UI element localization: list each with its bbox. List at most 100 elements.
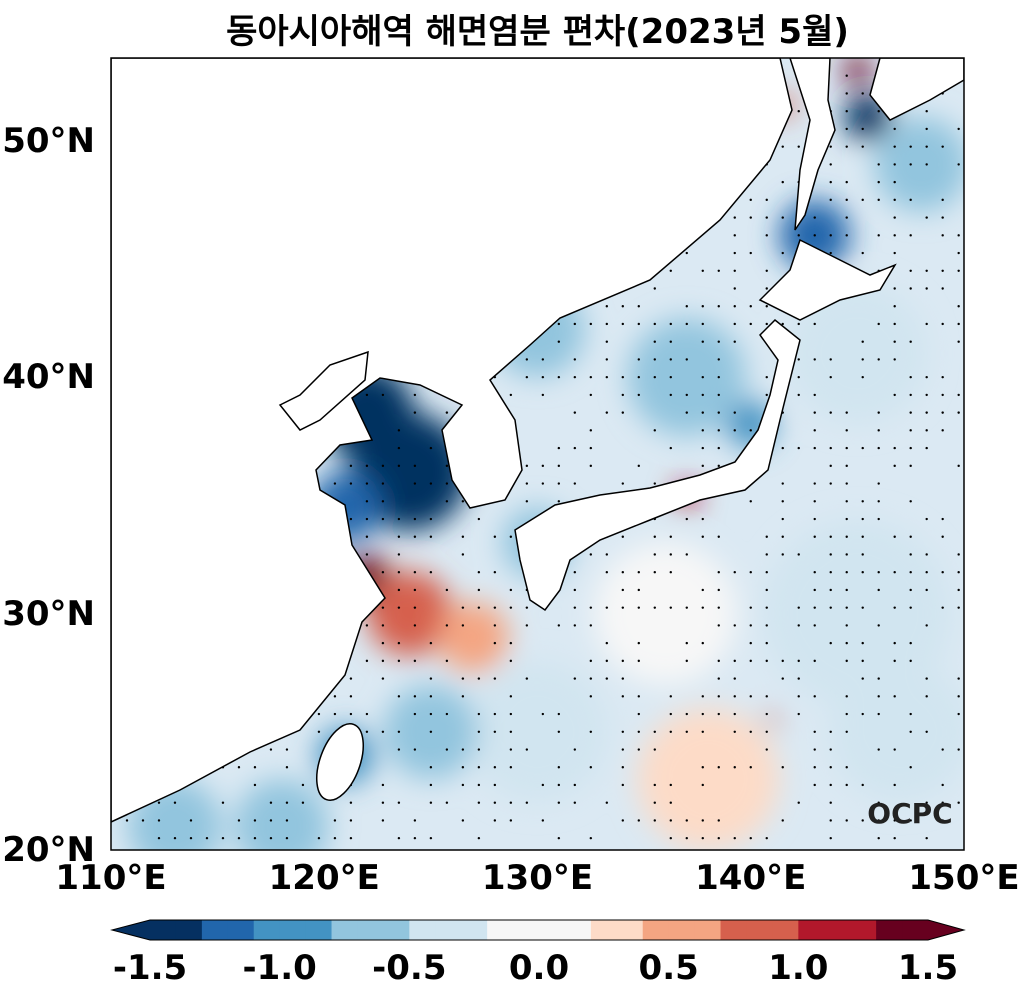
significance-dot xyxy=(253,766,257,769)
significance-dot xyxy=(477,677,481,680)
significance-dot xyxy=(509,535,513,538)
significance-dot xyxy=(653,819,656,822)
significance-dot xyxy=(653,322,656,326)
significance-dot xyxy=(941,571,944,574)
significance-dot xyxy=(813,393,816,397)
significance-dot xyxy=(365,464,369,468)
significance-dot xyxy=(861,571,864,574)
significance-dot xyxy=(397,801,401,804)
lat-tick-label: 30°N xyxy=(2,593,95,634)
significance-dot xyxy=(861,517,864,521)
anomaly-patch xyxy=(466,660,609,803)
significance-dot xyxy=(925,677,928,680)
significance-dot xyxy=(477,571,481,574)
significance-dot xyxy=(717,393,720,397)
colorbar-segment xyxy=(798,920,825,940)
significance-dot xyxy=(941,145,944,148)
significance-dot xyxy=(941,517,944,521)
significance-dot xyxy=(381,606,385,609)
significance-dot xyxy=(621,606,624,609)
significance-dot xyxy=(893,695,896,698)
significance-dot xyxy=(397,836,401,840)
significance-dot xyxy=(893,340,896,343)
significance-dot xyxy=(909,606,912,609)
significance-dot xyxy=(893,180,896,184)
significance-dot xyxy=(605,553,609,556)
significance-dot xyxy=(781,216,784,219)
significance-dot xyxy=(573,446,577,450)
significance-dot xyxy=(765,641,768,645)
significance-dot xyxy=(653,748,656,751)
significance-dot xyxy=(669,819,672,822)
significance-dot xyxy=(829,180,832,184)
significance-dot xyxy=(957,748,960,751)
significance-dot xyxy=(397,659,401,663)
significance-dot xyxy=(701,322,704,326)
significance-dot xyxy=(733,624,736,627)
colorbar-segment xyxy=(668,920,696,940)
significance-dot xyxy=(701,606,704,609)
significance-dot xyxy=(909,500,912,503)
significance-dot xyxy=(397,571,401,574)
significance-dot xyxy=(637,375,640,379)
significance-dot xyxy=(829,446,832,450)
colorbar-segment xyxy=(902,920,929,940)
significance-dot xyxy=(493,766,497,769)
significance-dot xyxy=(541,393,545,397)
significance-dot xyxy=(829,836,832,840)
significance-dot xyxy=(749,766,752,769)
significance-dot xyxy=(717,340,720,343)
significance-dot xyxy=(861,340,864,343)
significance-dot xyxy=(765,712,768,716)
significance-dot xyxy=(445,588,449,592)
significance-dot xyxy=(589,730,593,733)
significance-dot xyxy=(733,340,736,343)
significance-dot xyxy=(589,446,593,450)
significance-dot xyxy=(381,677,385,680)
colorbar-tick-label: -0.5 xyxy=(372,948,447,988)
lon-tick-label: 150°E xyxy=(908,858,1020,898)
significance-dot xyxy=(701,730,704,733)
significance-dot xyxy=(925,269,928,272)
significance-dot xyxy=(829,145,832,148)
significance-dot xyxy=(765,553,768,556)
significance-dot xyxy=(829,358,832,361)
significance-dot xyxy=(349,517,353,521)
colorbar-segment xyxy=(590,920,618,940)
significance-dot xyxy=(765,695,768,698)
significance-dot xyxy=(429,482,433,485)
significance-dot xyxy=(893,464,896,468)
significance-dot xyxy=(349,464,353,468)
significance-dot xyxy=(845,517,848,521)
anomaly-patch xyxy=(764,712,780,728)
significance-dot xyxy=(941,783,944,787)
significance-dot xyxy=(349,482,353,485)
significance-dot xyxy=(925,393,928,397)
significance-dot xyxy=(685,836,688,840)
significance-dot xyxy=(893,393,896,397)
significance-dot xyxy=(957,340,960,343)
anomaly-patch xyxy=(843,58,872,84)
significance-dot xyxy=(621,588,624,592)
significance-dot xyxy=(541,482,545,485)
significance-dot xyxy=(957,127,960,131)
significance-dot xyxy=(493,819,497,822)
significance-dot xyxy=(669,836,672,840)
significance-dot xyxy=(157,836,161,840)
significance-dot xyxy=(701,712,704,716)
significance-dot xyxy=(413,464,417,468)
significance-dot xyxy=(749,251,752,255)
significance-dot xyxy=(141,819,145,822)
significance-dot xyxy=(909,145,912,148)
significance-dot xyxy=(365,659,369,663)
land-kamchatka-kuril xyxy=(869,58,964,121)
significance-dot xyxy=(509,393,513,397)
significance-dot xyxy=(477,783,481,787)
significance-dot xyxy=(397,429,401,432)
significance-dot xyxy=(637,641,640,645)
significance-dot xyxy=(909,234,912,237)
significance-dot xyxy=(733,766,736,769)
significance-dot xyxy=(797,624,800,627)
significance-dot xyxy=(413,393,417,397)
significance-dot xyxy=(637,712,640,716)
